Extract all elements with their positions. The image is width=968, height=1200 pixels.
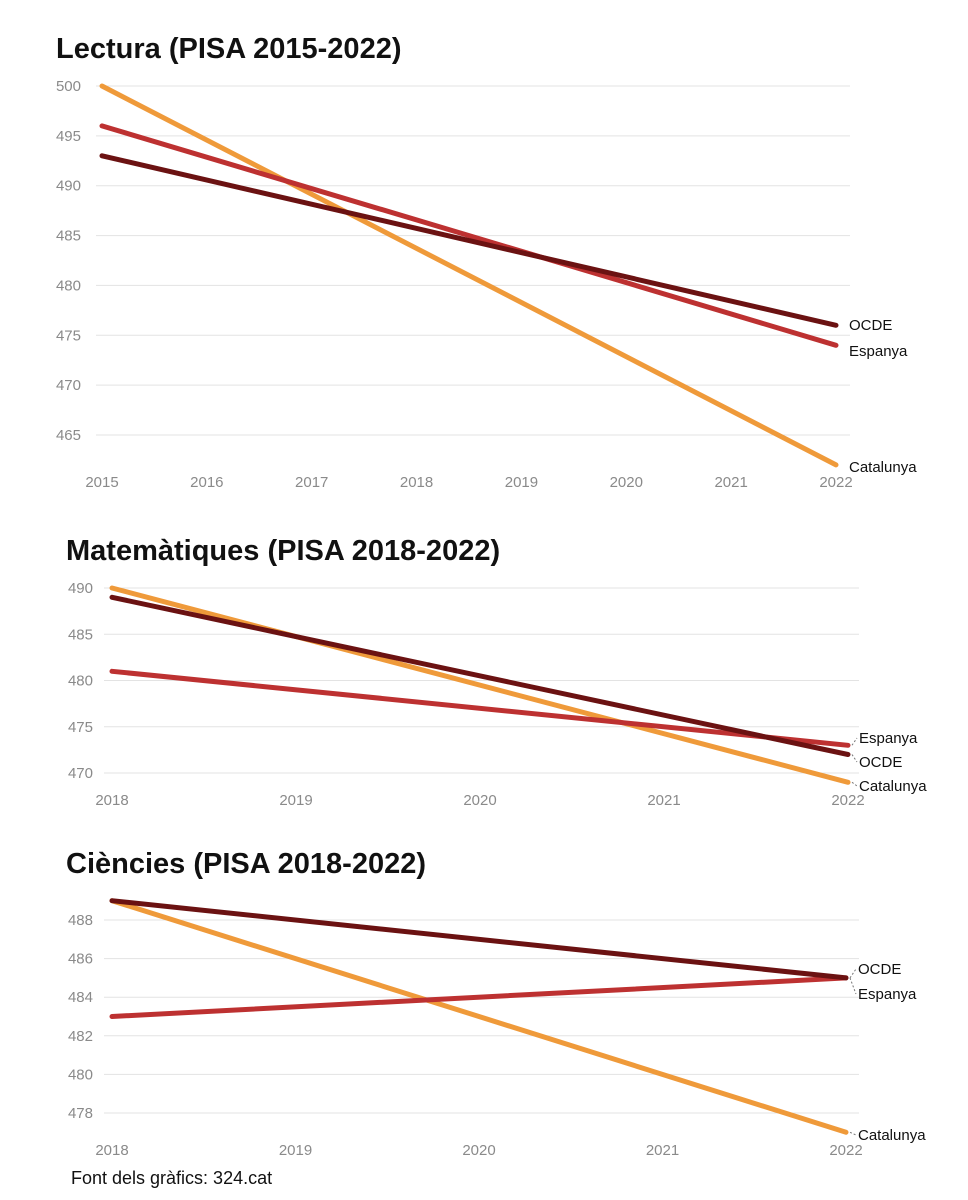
series-label-ocde: OCDE <box>858 961 901 978</box>
series-label-catalunya: Catalunya <box>858 1127 926 1144</box>
x-tick-label: 2022 <box>829 1142 862 1159</box>
series-label-espanya: Espanya <box>859 730 918 747</box>
series-line-espanya <box>109 668 851 748</box>
x-tick-label: 2021 <box>646 1142 679 1159</box>
series-label-ocde: OCDE <box>859 754 902 771</box>
x-tick-label: 2015 <box>85 474 118 491</box>
y-tick-label: 490 <box>56 178 81 195</box>
x-tick-label: 2017 <box>295 474 328 491</box>
source-note: Font dels gràfics: 324.cat <box>71 1168 273 1188</box>
series-line-catalunya <box>109 898 849 1135</box>
chart-title: Lectura (PISA 2015-2022) <box>56 33 401 65</box>
x-tick-label: 2022 <box>831 792 864 809</box>
y-tick-label: 480 <box>68 673 93 690</box>
x-tick-label: 2018 <box>400 474 433 491</box>
series-label-catalunya: Catalunya <box>849 459 917 476</box>
series-line-espanya <box>99 123 839 348</box>
label-leader <box>849 977 857 995</box>
y-tick-label: 480 <box>56 277 81 294</box>
series-label-ocde: OCDE <box>849 317 892 334</box>
y-tick-label: 475 <box>56 327 81 344</box>
y-tick-label: 470 <box>56 377 81 394</box>
y-tick-label: 486 <box>68 951 93 968</box>
x-tick-label: 2018 <box>95 1142 128 1159</box>
chart-title: Ciències (PISA 2018-2022) <box>66 848 426 880</box>
series-line-catalunya <box>109 585 851 785</box>
y-tick-label: 465 <box>56 427 81 444</box>
y-tick-label: 480 <box>68 1066 93 1083</box>
series-line-ocde <box>109 898 849 981</box>
x-tick-label: 2016 <box>190 474 223 491</box>
x-tick-label: 2020 <box>463 792 496 809</box>
chart-title: Matemàtiques (PISA 2018-2022) <box>66 535 500 567</box>
x-tick-label: 2020 <box>610 474 643 491</box>
x-tick-label: 2021 <box>714 474 747 491</box>
label-leader <box>849 968 857 979</box>
label-leader <box>851 754 858 763</box>
label-leader <box>849 1131 857 1136</box>
y-tick-label: 484 <box>68 989 93 1006</box>
label-leader <box>851 781 858 787</box>
y-tick-label: 485 <box>56 228 81 245</box>
x-tick-label: 2021 <box>647 792 680 809</box>
series-label-catalunya: Catalunya <box>859 778 927 795</box>
y-tick-label: 478 <box>68 1105 93 1122</box>
y-tick-label: 475 <box>68 719 93 736</box>
y-tick-label: 490 <box>68 580 93 597</box>
label-leader <box>851 737 858 746</box>
y-tick-label: 470 <box>68 765 93 782</box>
y-tick-label: 485 <box>68 626 93 643</box>
y-tick-label: 500 <box>56 78 81 95</box>
chart-panel-1: Lectura (PISA 2015-2022) 500 495 490 485 480 4… <box>56 33 917 491</box>
y-tick-label: 488 <box>68 912 93 929</box>
series-line-espanya <box>109 975 849 1019</box>
y-tick-label: 482 <box>68 1028 93 1045</box>
x-tick-label: 2018 <box>95 792 128 809</box>
x-tick-label: 2020 <box>462 1142 495 1159</box>
x-tick-label: 2019 <box>505 474 538 491</box>
x-tick-label: 2019 <box>279 792 312 809</box>
chart-panel-2: Matemàtiques (PISA 2018-2022) 490 485 480 47… <box>66 535 927 809</box>
series-line-catalunya <box>99 83 839 468</box>
series-label-espanya: Espanya <box>849 343 908 360</box>
x-tick-label: 2022 <box>819 474 852 491</box>
y-tick-label: 495 <box>56 128 81 145</box>
x-tick-label: 2019 <box>279 1142 312 1159</box>
chart-panel-3: Ciències (PISA 2018-2022) 488 486 484 482 480… <box>66 848 926 1159</box>
series-line-ocde <box>109 594 851 757</box>
series-label-espanya: Espanya <box>858 986 917 1003</box>
series-line-ocde <box>99 153 839 328</box>
